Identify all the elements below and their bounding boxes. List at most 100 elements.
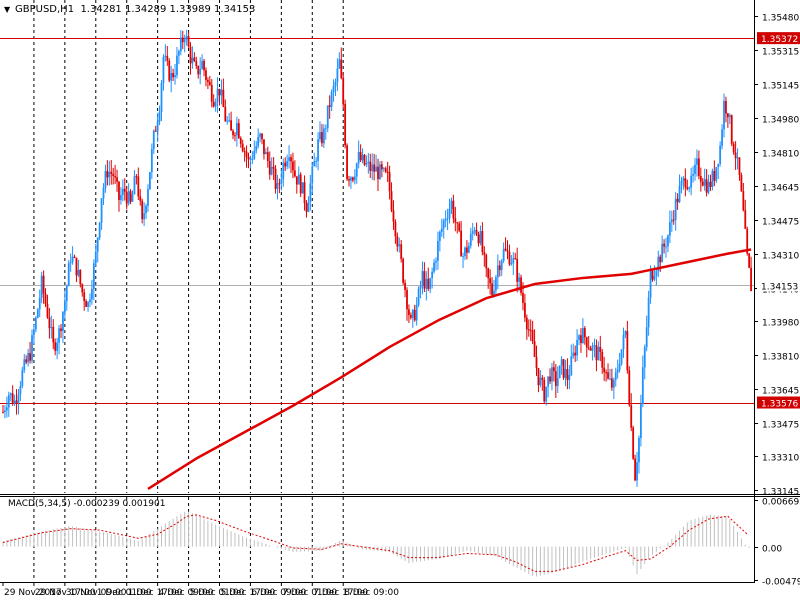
candle-body bbox=[516, 258, 519, 282]
candle bbox=[133, 169, 136, 195]
candle bbox=[498, 260, 501, 277]
candle-body bbox=[264, 152, 267, 155]
candle-body bbox=[520, 277, 522, 293]
candle bbox=[638, 435, 640, 474]
candle-body bbox=[15, 400, 18, 403]
candle-body bbox=[243, 151, 246, 153]
candle bbox=[599, 335, 602, 362]
candle bbox=[344, 99, 347, 149]
candle-body bbox=[91, 288, 93, 300]
candle-body bbox=[272, 166, 275, 169]
candle bbox=[643, 344, 646, 380]
candle bbox=[100, 197, 103, 230]
candle-body bbox=[462, 256, 464, 258]
candle-body bbox=[172, 73, 175, 78]
x-tick-label: 4 Dec 09:00 bbox=[159, 588, 214, 598]
candle-body bbox=[170, 73, 173, 81]
candle bbox=[33, 324, 35, 345]
candle bbox=[230, 111, 232, 131]
candle-body bbox=[224, 106, 227, 122]
candle bbox=[425, 271, 428, 301]
candle bbox=[276, 174, 279, 200]
candle-body bbox=[135, 176, 138, 178]
macd-y-tick-label: 0.00 bbox=[762, 545, 782, 555]
candle bbox=[31, 329, 33, 364]
candle bbox=[253, 140, 256, 160]
candle bbox=[359, 144, 362, 163]
candle-body bbox=[230, 120, 232, 131]
candle bbox=[210, 79, 213, 108]
y-tick-label: 1.35480 bbox=[762, 14, 799, 24]
candle bbox=[382, 167, 385, 172]
candle-body bbox=[431, 271, 434, 279]
candle-body bbox=[421, 271, 424, 286]
candle bbox=[607, 363, 609, 380]
candle-body bbox=[481, 230, 484, 253]
candle-body bbox=[467, 245, 470, 253]
candle-body bbox=[369, 161, 372, 172]
candle-body bbox=[721, 129, 723, 146]
candle bbox=[460, 221, 463, 257]
candle bbox=[156, 112, 159, 142]
candle-body bbox=[471, 231, 474, 234]
candle-body bbox=[79, 269, 82, 285]
candle bbox=[96, 236, 99, 263]
candle-body bbox=[118, 181, 120, 200]
candle-body bbox=[551, 367, 553, 382]
candle-body bbox=[487, 268, 490, 279]
candle-body bbox=[288, 157, 290, 161]
candle-body bbox=[651, 271, 654, 280]
candle-body bbox=[672, 219, 675, 221]
candle bbox=[309, 174, 312, 211]
candle-body bbox=[715, 167, 718, 181]
candle-body bbox=[377, 166, 379, 180]
candle bbox=[531, 320, 534, 345]
candle bbox=[162, 54, 165, 91]
candle bbox=[717, 163, 720, 179]
candle bbox=[647, 290, 650, 336]
candle bbox=[636, 451, 638, 487]
candle-body bbox=[610, 378, 613, 388]
candle-body bbox=[719, 145, 722, 164]
candle bbox=[174, 63, 176, 85]
candle-body bbox=[525, 317, 528, 330]
candle bbox=[466, 240, 468, 260]
candle-body bbox=[661, 243, 664, 263]
candle-body bbox=[237, 123, 240, 139]
candle-body bbox=[351, 177, 354, 181]
candle-body bbox=[402, 258, 405, 283]
candle bbox=[585, 336, 588, 358]
candle-body bbox=[361, 154, 364, 161]
candle bbox=[529, 319, 532, 342]
candle-body bbox=[270, 166, 273, 175]
candle-body bbox=[500, 260, 503, 271]
collapse-arrow-icon[interactable]: ▼ bbox=[4, 5, 11, 14]
candle-body bbox=[201, 60, 203, 70]
candle bbox=[711, 168, 714, 191]
candle-body bbox=[104, 171, 107, 188]
candle-body bbox=[307, 202, 310, 212]
candle-body bbox=[214, 102, 217, 107]
candle-body bbox=[292, 161, 294, 171]
candle-body bbox=[336, 68, 339, 83]
candle bbox=[7, 391, 10, 417]
candle-body bbox=[558, 365, 561, 379]
candle bbox=[92, 259, 95, 301]
candle-body bbox=[655, 270, 658, 276]
candle bbox=[411, 308, 414, 328]
candle bbox=[560, 356, 563, 375]
candle bbox=[618, 352, 621, 373]
candle bbox=[301, 182, 304, 194]
candle bbox=[707, 174, 710, 195]
candle bbox=[365, 155, 368, 168]
candle bbox=[696, 149, 698, 177]
candle bbox=[558, 365, 561, 379]
candle bbox=[15, 389, 18, 415]
candle-body bbox=[89, 299, 91, 303]
candle bbox=[81, 283, 84, 297]
candle-body bbox=[11, 393, 14, 404]
candle-body bbox=[535, 356, 538, 368]
candle-body bbox=[554, 371, 557, 386]
candle bbox=[568, 365, 571, 390]
level-price-tag-text: 1.35372 bbox=[761, 35, 798, 45]
